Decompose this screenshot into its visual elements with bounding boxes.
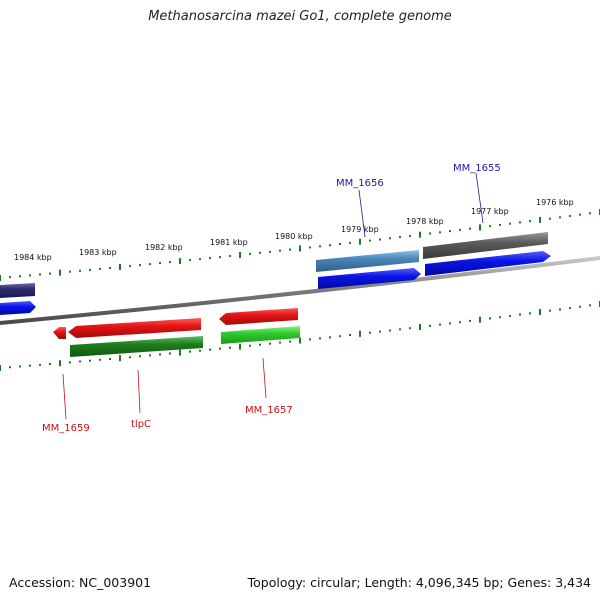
gene-feature-mm1657[interactable] <box>221 326 300 344</box>
gene-feature-tlpc[interactable] <box>70 336 203 357</box>
gene-label-mm1655[interactable]: MM_1655 <box>453 163 501 174</box>
accession-text: Accession: NC_003901 <box>9 575 152 590</box>
leader-line-mm1657 <box>262 357 267 399</box>
genome-summary-text: Topology: circular; Length: 4,096,345 bp… <box>247 575 591 590</box>
leader-line-tlpc <box>137 369 141 414</box>
cds-forward-left[interactable] <box>0 301 36 315</box>
gene-label-mm1657[interactable]: MM_1657 <box>245 405 293 416</box>
gene-label-mm1659[interactable]: MM_1659 <box>42 423 90 434</box>
gene-feature-mm1656[interactable] <box>316 250 419 272</box>
cds-feature-mm1655[interactable] <box>425 251 551 276</box>
cds-feature-tlpc[interactable] <box>68 318 201 338</box>
leader-line-mm1656 <box>358 189 366 238</box>
genome-backbone <box>0 256 600 325</box>
cds-feature-mm1656[interactable] <box>318 268 421 289</box>
tick-label-1984: 1984 kbp <box>14 253 52 262</box>
gene-feature-dark-left[interactable] <box>0 283 35 298</box>
tick-label-1976: 1976 kbp <box>536 198 574 207</box>
gene-feature-mm1655[interactable] <box>423 232 548 259</box>
leader-line-mm1659 <box>62 373 67 420</box>
cds-feature-mm1659[interactable] <box>53 327 66 339</box>
tick-label-1981: 1981 kbp <box>210 238 248 247</box>
tick-label-1980: 1980 kbp <box>275 232 313 241</box>
map-title: Methanosarcina mazei Go1, complete genom… <box>148 9 452 24</box>
tick-label-1978: 1978 kbp <box>406 217 444 226</box>
leader-line-mm1655 <box>475 172 484 224</box>
cds-feature-mm1657[interactable] <box>219 308 298 325</box>
tick-label-1982: 1982 kbp <box>145 243 183 252</box>
tick-label-1977: 1977 kbp <box>471 207 509 216</box>
gene-label-mm1656[interactable]: MM_1656 <box>336 178 384 189</box>
tick-label-1983: 1983 kbp <box>79 248 117 257</box>
gene-label-tlpc[interactable]: tlpC <box>131 419 151 430</box>
reverse-tick-ring <box>0 301 600 371</box>
forward-tick-ring <box>0 209 600 281</box>
tick-label-1979: 1979 kbp <box>341 225 379 234</box>
